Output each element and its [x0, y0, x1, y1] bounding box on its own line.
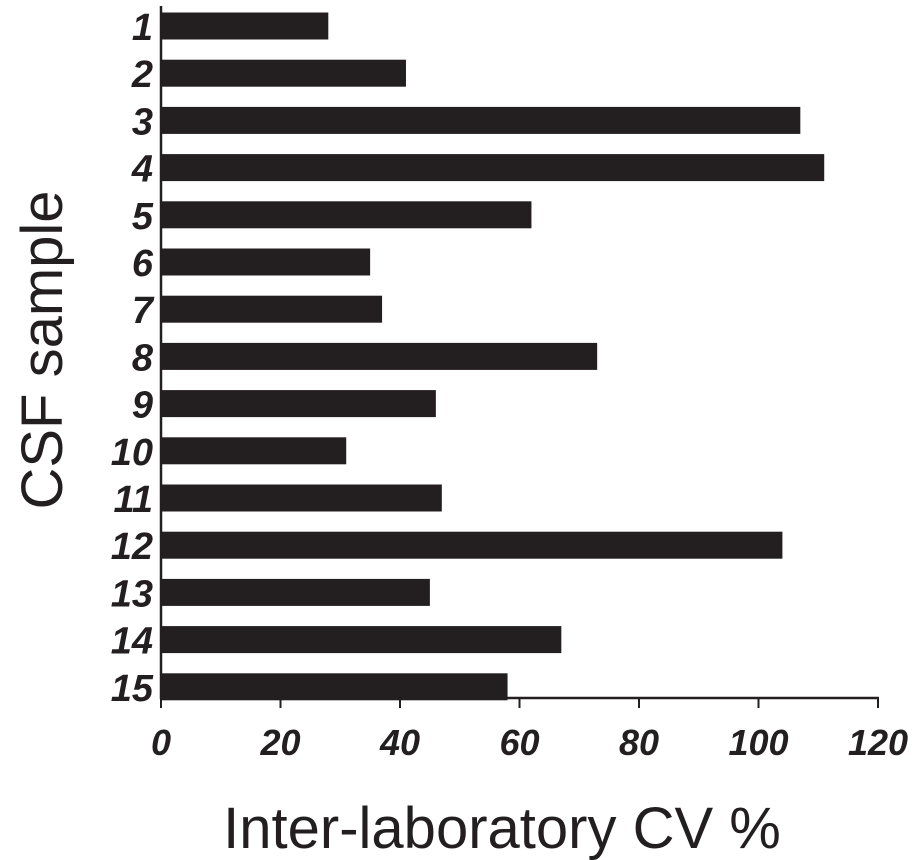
y-tick-label-8: 8: [132, 337, 154, 379]
bar-sample-3: [161, 106, 801, 134]
y-tick-label-1: 1: [132, 7, 153, 49]
y-tick-label-4: 4: [131, 149, 153, 191]
y-tick-label-6: 6: [132, 243, 154, 285]
y-tick-label-3: 3: [132, 101, 153, 143]
y-tick-label-15: 15: [111, 668, 154, 710]
x-tick-label-0: 0: [151, 722, 171, 763]
bar-sample-10: [161, 437, 347, 465]
y-tick-label-14: 14: [111, 621, 153, 663]
bar-sample-6: [161, 248, 371, 276]
x-ticks: 0 20 40 60 80 100 120: [151, 698, 908, 763]
x-tick-label-80: 80: [619, 722, 659, 763]
bar-sample-12: [161, 531, 783, 559]
y-tick-label-11: 11: [114, 479, 153, 521]
x-tick-label-40: 40: [379, 722, 420, 763]
y-tick-label-12: 12: [111, 526, 153, 568]
y-tick-label-10: 10: [111, 432, 153, 474]
bar-sample-11: [161, 484, 442, 512]
x-tick-label-100: 100: [728, 722, 788, 763]
bar-sample-13: [161, 578, 430, 606]
bar-sample-1: [161, 12, 329, 40]
x-tick-label-120: 120: [848, 722, 908, 763]
bar-sample-9: [161, 390, 436, 418]
bars: [161, 12, 825, 701]
y-tick-label-2: 2: [131, 54, 153, 96]
y-tick-label-13: 13: [111, 573, 153, 615]
bar-sample-5: [161, 201, 532, 229]
y-tick-label-9: 9: [132, 385, 153, 427]
bar-sample-4: [161, 154, 825, 182]
x-tick-label-20: 20: [259, 722, 300, 763]
bar-sample-7: [161, 295, 383, 323]
bar-sample-8: [161, 342, 598, 370]
x-tick-label-60: 60: [499, 722, 539, 763]
bar-sample-15: [161, 673, 508, 701]
y-axis-title: CSF sample: [10, 190, 75, 509]
bar-sample-2: [161, 59, 406, 87]
y-tick-label-5: 5: [132, 196, 154, 238]
y-tick-label-7: 7: [132, 290, 155, 332]
bar-sample-14: [161, 626, 562, 654]
x-axis-title: Inter-laboratory CV %: [223, 796, 781, 860]
